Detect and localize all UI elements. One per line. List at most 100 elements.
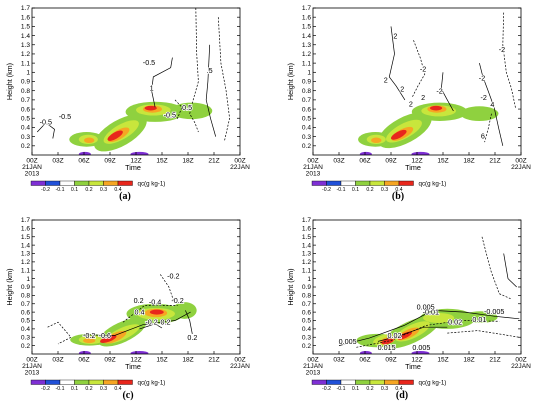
y-axis-label: Height (km) [5,268,14,305]
qc-shading-purple [411,350,430,354]
colorbar-tick: -0.1 [337,386,346,392]
colorbar-tick: 0.4 [114,187,121,193]
x-date-label: 22JAN [230,363,250,370]
colorbar-tick: -0.1 [56,386,65,392]
colorbar-tick: 0.1 [352,386,359,392]
colorbar-tick: 0.2 [85,187,92,193]
y-axis-label: Height (km) [286,268,295,305]
x-tick-label: 15Z [437,158,448,165]
colorbar-tick: 0.1 [352,187,359,193]
y-tick-label: 1.7 [302,5,311,12]
qc-shading-red [100,334,117,343]
y-tick-label: 1.7 [302,217,311,224]
contour-line [502,12,517,110]
colorbar-tick: 0.3 [381,386,388,392]
colorbar-segment [340,180,356,186]
y-tick-label: 0.3 [21,334,30,341]
contour-label: -2 [479,74,485,83]
contour-line [189,8,199,133]
y-tick-label: 0.8 [21,293,30,300]
contour-label: -0.2 [167,272,179,281]
x-tick-label: 21Z [208,357,219,364]
y-tick-label: 1.7 [21,217,30,224]
y-tick-label: 1 [307,70,311,77]
y-tick-label: 0.6 [21,309,30,316]
contour-label: -2 [481,93,487,102]
y-tick-label: 1 [26,276,30,283]
chart-panel-3: 0.20.30.40.50.60.70.80.911.11.21.31.41.5… [5,217,250,401]
contour-label: 2 [400,85,404,94]
x-year-label: 2013 [306,171,321,178]
qc-shading-green [170,102,213,120]
x-tick-label: 12Z [130,158,141,165]
x-tick-label: 21Z [489,158,500,165]
colorbar-segment [103,379,119,385]
qc-shading-red [149,309,164,315]
x-axis-label: Time [405,362,421,371]
x-tick-label: 00Z [26,357,37,364]
contour-label: 2 [409,99,413,108]
contour-label: 2 [421,93,425,102]
x-tick-label: 15Z [437,357,448,364]
colorbar-segment [88,180,104,186]
y-tick-label: 1.1 [21,267,30,274]
colorbar-segment [369,379,385,385]
y-tick-label: 1.4 [21,242,30,249]
y-tick-label: 1.1 [21,60,30,67]
contour-line [479,63,504,146]
contour-line [377,326,448,342]
colorbar-segment [311,180,327,186]
y-tick-label: 0.5 [302,318,311,325]
qc-shading-purple [78,350,91,354]
contour-label: 1 [150,84,154,93]
plot-area [47,274,197,354]
colorbar-tick: 0.4 [395,187,402,193]
y-axis-label: Height (km) [286,63,295,100]
qc-shading-red [107,130,123,141]
contour-label: -2 [499,45,505,54]
x-tick-label: 09Z [385,357,396,364]
y-tick-label: 1 [307,276,311,283]
x-tick-label: 00Z [515,357,526,364]
x-date-label: 22JAN [511,363,531,370]
qc-shading-purple [359,151,372,155]
y-tick-label: 1 [26,70,30,77]
contour-label: -0.4 [149,298,161,307]
x-tick-label: 00Z [515,158,526,165]
contour-label: 2 [393,31,397,40]
qc-shading-red [391,129,407,140]
panel-label: (a) [119,191,131,202]
colorbar-segment [103,180,119,186]
colorbar-tick: 0.2 [366,187,373,193]
y-tick-label: 0.2 [302,343,311,350]
y-tick-label: 1.7 [21,5,30,12]
colorbar-label: qc(g kg-1) [138,380,166,387]
x-axis-label: Time [405,163,421,172]
x-tick-label: 00Z [234,158,245,165]
y-tick-label: 1.4 [21,33,30,40]
contour-label: 0.005 [417,303,435,312]
contour-label: 0.01 [472,315,486,324]
panel-label: (d) [396,390,408,401]
contour-label: .5 [207,66,213,75]
plot-area [358,12,517,155]
x-year-label: 2013 [306,370,321,377]
colorbar-segment [369,180,385,186]
x-date-label: 21JAN [303,363,323,370]
x-tick-label: 12Z [130,357,141,364]
contour-label: -0.5 [164,110,176,119]
x-date-label: 21JAN [303,164,323,171]
contour-line [171,99,183,119]
contour-label: -0.5 [40,118,52,127]
y-tick-label: 0.9 [21,79,30,86]
y-tick-label: 1.1 [302,60,311,67]
y-tick-label: 0.4 [21,125,30,132]
plot-area [36,8,230,155]
qc-shading-purple [130,350,149,354]
contour-label: 0.2 [134,296,144,305]
contour-line [338,310,520,346]
colorbar-tick: 0.4 [114,386,121,392]
y-tick-label: 1.6 [302,14,311,21]
y-tick-label: 1.6 [21,226,30,233]
